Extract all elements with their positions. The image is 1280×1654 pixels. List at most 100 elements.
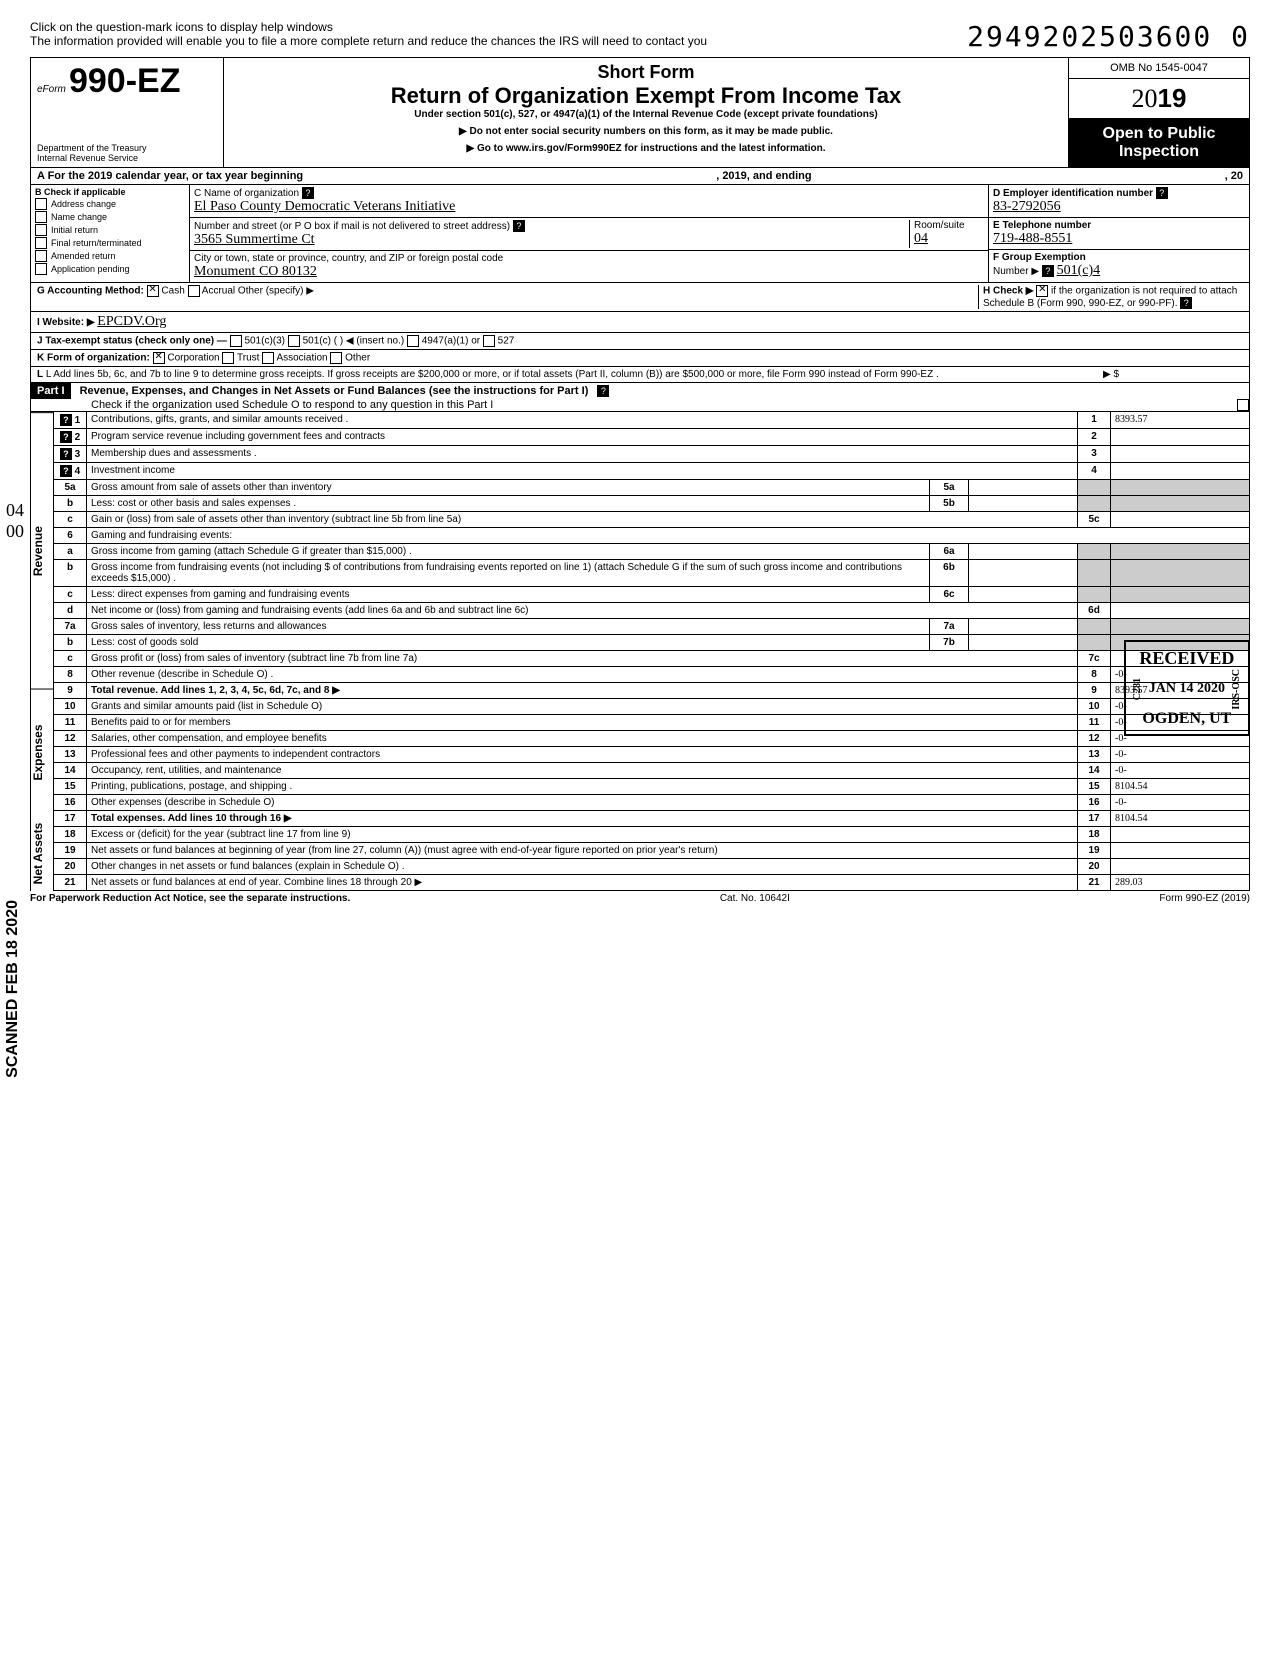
line-amount[interactable] <box>1111 512 1250 528</box>
street-value[interactable]: 3565 Summertime Ct <box>194 232 315 247</box>
sub-amount[interactable] <box>969 587 1078 603</box>
line-amount[interactable]: 8393.57 <box>1111 412 1250 429</box>
schedule-b-checkbox[interactable] <box>1036 285 1048 297</box>
sub-amount[interactable] <box>969 544 1078 560</box>
line-number: 6 <box>54 528 87 544</box>
line-amount[interactable]: -0- <box>1111 763 1250 779</box>
checkbox[interactable] <box>35 263 47 275</box>
received-text: RECEIVED <box>1132 648 1242 669</box>
line-amount[interactable] <box>1111 859 1250 875</box>
line-number: c <box>54 651 87 667</box>
line-num-right: 9 <box>1078 683 1111 699</box>
line-num-right: 20 <box>1078 859 1111 875</box>
footer-cat-no: Cat. No. 10642I <box>720 893 790 904</box>
sub-amount[interactable] <box>969 635 1078 651</box>
accrual-checkbox[interactable] <box>188 285 200 297</box>
phone-value[interactable]: 719-488-8551 <box>993 231 1072 246</box>
amount-shade <box>1111 496 1250 512</box>
website-value[interactable]: EPCDV.Org <box>97 314 166 329</box>
line-number: 7a <box>54 619 87 635</box>
line-num-right: 21 <box>1078 875 1111 891</box>
line-amount[interactable]: -0- <box>1111 795 1250 811</box>
line-desc: Benefits paid to or for members <box>87 715 1078 731</box>
part-1-title: Revenue, Expenses, and Changes in Net As… <box>74 383 595 399</box>
help-icon[interactable]: ? <box>513 220 525 232</box>
501c-checkbox[interactable] <box>288 335 300 347</box>
room-value[interactable]: 04 <box>914 231 928 246</box>
help-icon[interactable]: ? <box>1180 297 1192 309</box>
sub-amount[interactable] <box>969 496 1078 512</box>
row-l: L L Add lines 5b, 6c, and 7b to line 9 t… <box>30 367 1250 383</box>
sub-amount[interactable] <box>969 480 1078 496</box>
line-amount[interactable] <box>1111 446 1250 463</box>
line-number: 21 <box>54 875 87 891</box>
checkbox-label: Final return/terminated <box>51 238 142 248</box>
sub-amount[interactable] <box>969 619 1078 635</box>
line-amount[interactable]: 289.03 <box>1111 875 1250 891</box>
trust-checkbox[interactable] <box>222 352 234 364</box>
line-num-right: 18 <box>1078 827 1111 843</box>
help-icon[interactable]: ? <box>60 414 72 426</box>
501c3-checkbox[interactable] <box>230 335 242 347</box>
association-checkbox[interactable] <box>262 352 274 364</box>
checkbox[interactable] <box>35 237 47 249</box>
h-label: H Check ▶ <box>983 286 1033 297</box>
line-amount[interactable] <box>1111 827 1250 843</box>
city-value[interactable]: Monument CO 80132 <box>194 264 317 279</box>
line-desc: Occupancy, rent, utilities, and maintena… <box>87 763 1078 779</box>
num-col-shade <box>1078 619 1111 635</box>
cash-checkbox[interactable] <box>147 285 159 297</box>
insert-no-label: ) ◀ (insert no.) <box>340 336 404 347</box>
help-icon[interactable]: ? <box>60 465 72 477</box>
line-desc: Less: cost or other basis and sales expe… <box>87 496 930 512</box>
line-num-right: 15 <box>1078 779 1111 795</box>
line-desc: Other revenue (describe in Schedule O) . <box>87 667 1078 683</box>
checkbox[interactable] <box>35 250 47 262</box>
form-subtitle: Under section 501(c), 527, or 4947(a)(1)… <box>228 109 1064 120</box>
footer-form-ref: Form 990-EZ (2019) <box>1159 893 1250 904</box>
line-amount[interactable] <box>1111 603 1250 619</box>
col-c-org-info: C Name of organization ? El Paso County … <box>190 185 989 282</box>
527-checkbox[interactable] <box>483 335 495 347</box>
help-icon[interactable]: ? <box>302 187 314 199</box>
checkbox-label: Name change <box>51 212 107 222</box>
header-grid: B Check if applicable Address changeName… <box>30 185 1250 283</box>
department-label: Department of the Treasury Internal Reve… <box>37 143 217 163</box>
line-amount[interactable] <box>1111 463 1250 480</box>
line-num-right: 16 <box>1078 795 1111 811</box>
line-desc: Program service revenue including govern… <box>87 429 1078 446</box>
num-col-shade <box>1078 480 1111 496</box>
sub-amount[interactable] <box>969 560 1078 587</box>
line-number: 17 <box>54 811 87 827</box>
line-num-right: 2 <box>1078 429 1111 446</box>
line-amount[interactable]: 8104.54 <box>1111 779 1250 795</box>
line-number: 5a <box>54 480 87 496</box>
line-number: 19 <box>54 843 87 859</box>
help-icon[interactable]: ? <box>60 448 72 460</box>
line-amount[interactable]: 8104.54 <box>1111 811 1250 827</box>
checkbox[interactable] <box>35 224 47 236</box>
help-icon[interactable]: ? <box>1156 187 1168 199</box>
line-number: 14 <box>54 763 87 779</box>
schedule-o-checkbox[interactable] <box>1237 399 1249 411</box>
line-number: c <box>54 512 87 528</box>
help-icon[interactable]: ? <box>597 385 609 397</box>
line-amount[interactable]: -0- <box>1111 747 1250 763</box>
ein-value[interactable]: 83-2792056 <box>993 199 1061 214</box>
line-amount[interactable] <box>1111 843 1250 859</box>
corporation-checkbox[interactable] <box>153 352 165 364</box>
received-stamp: RECEIVED C281 JAN 14 2020 IRS-OSC OGDEN,… <box>1124 640 1250 736</box>
checkbox[interactable] <box>35 198 47 210</box>
4947-checkbox[interactable] <box>407 335 419 347</box>
group-exemption-label: F Group Exemption <box>993 252 1086 263</box>
other-org-checkbox[interactable] <box>330 352 342 364</box>
org-name-value[interactable]: El Paso County Democratic Veterans Initi… <box>194 199 455 214</box>
help-icon[interactable]: ? <box>60 431 72 443</box>
checkbox[interactable] <box>35 211 47 223</box>
group-exemption-value[interactable]: 501(c)4 <box>1057 263 1101 278</box>
row-a-tax-year: A For the 2019 calendar year, or tax yea… <box>30 168 1250 185</box>
help-icon[interactable]: ? <box>1042 265 1054 277</box>
line-amount[interactable] <box>1111 429 1250 446</box>
irs-osc: IRS-OSC <box>1231 669 1242 710</box>
ssn-warning: ▶ Do not enter social security numbers o… <box>228 126 1064 137</box>
